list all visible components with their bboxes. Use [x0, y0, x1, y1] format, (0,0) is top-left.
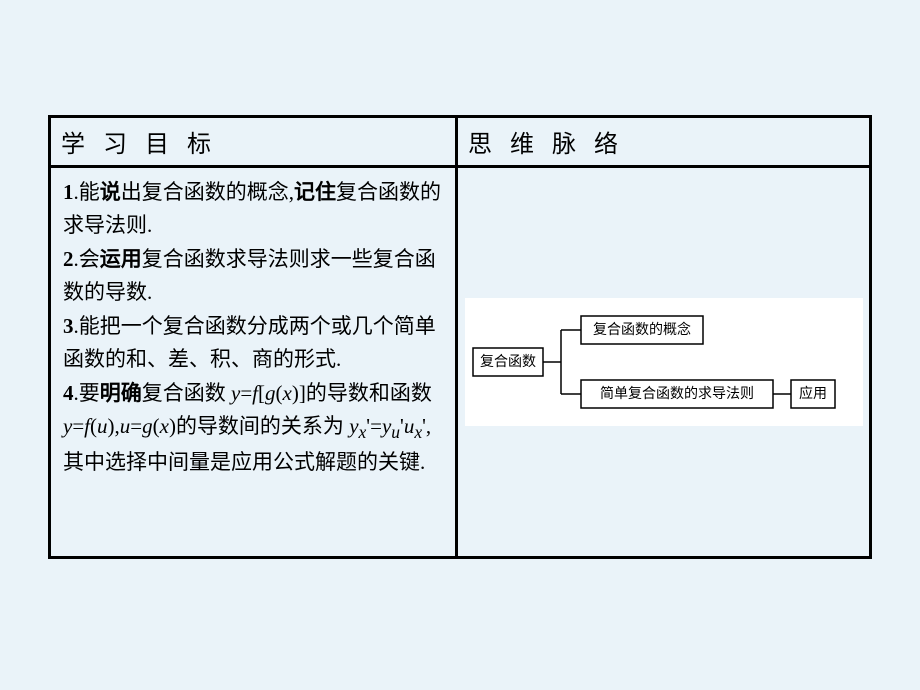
- diag-leaf-text: 应用: [799, 385, 827, 402]
- obj-num: 4: [63, 381, 74, 405]
- objective-3: 3.能把一个复合函数分成两个或几个简单函数的和、差、积、商的形式.: [63, 310, 443, 375]
- obj-num: 1: [63, 180, 74, 204]
- diag-root-text: 复合函数: [480, 353, 536, 370]
- mindmap-cell: 复合函数 复合函数的概念 简单复合函数的求导法则: [457, 167, 871, 558]
- objective-1: 1.能说出复合函数的概念,记住复合函数的求导法则.: [63, 176, 443, 241]
- objective-4: 4.要明确复合函数 y=f[g(x)]的导数和函数 y=f(u),u=g(x)的…: [63, 377, 443, 478]
- header-objectives: 学习目标: [50, 117, 457, 167]
- math-expr: y: [231, 381, 240, 405]
- header-mindmap: 思维脉络: [457, 117, 871, 167]
- obj-num: 2: [63, 247, 74, 271]
- mindmap-diagram: 复合函数 复合函数的概念 简单复合函数的求导法则: [471, 308, 863, 416]
- learning-table: 学习目标 思维脉络 1.能说出复合函数的概念,记住复合函数的求导法则. 2.会运…: [48, 115, 872, 559]
- diag-node2-text: 简单复合函数的求导法则: [600, 385, 754, 402]
- obj-num: 3: [63, 314, 74, 338]
- diagram-container: 复合函数 复合函数的概念 简单复合函数的求导法则: [464, 168, 863, 556]
- objectives-cell: 1.能说出复合函数的概念,记住复合函数的求导法则. 2.会运用复合函数求导法则求…: [50, 167, 457, 558]
- objectives-list: 1.能说出复合函数的概念,记住复合函数的求导法则. 2.会运用复合函数求导法则求…: [63, 176, 443, 479]
- diag-node1-text: 复合函数的概念: [593, 321, 691, 338]
- objective-2: 2.会运用复合函数求导法则求一些复合函数的导数.: [63, 243, 443, 308]
- diagram-image: 复合函数 复合函数的概念 简单复合函数的求导法则: [465, 298, 863, 426]
